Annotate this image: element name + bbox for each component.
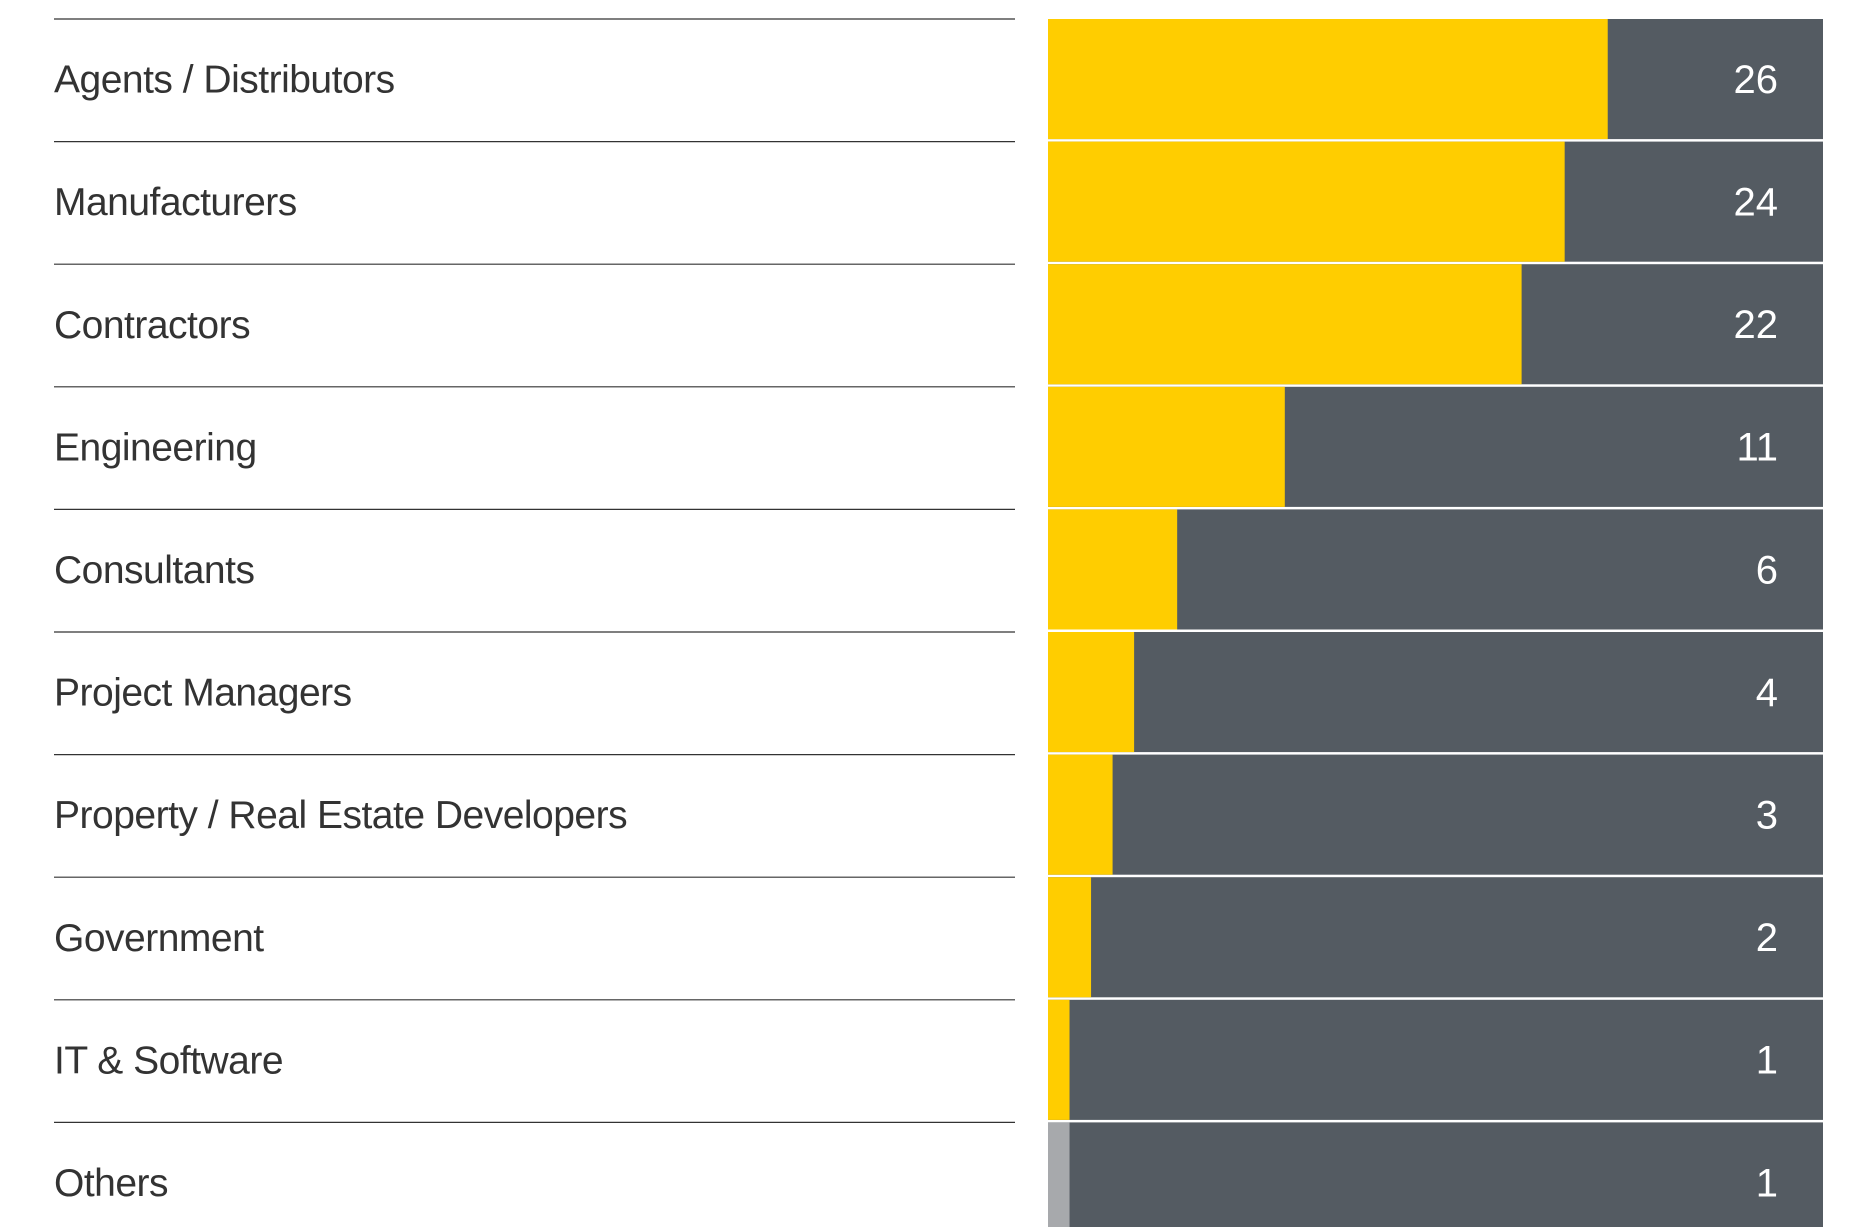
bar-track [1048,754,1823,875]
category-label: Engineering [54,426,257,469]
bar [1048,999,1070,1120]
bar-track [1048,632,1823,753]
value-label: 1 [1756,1039,1778,1083]
value-label: 6 [1756,548,1778,592]
value-label: 22 [1734,303,1779,347]
bar [1048,264,1522,385]
bar [1048,509,1178,630]
bar [1048,632,1135,753]
value-label: 4 [1756,671,1778,715]
value-label: 11 [1736,426,1778,470]
bar [1048,386,1285,507]
bar [1048,141,1565,262]
bar-track [1048,1122,1823,1227]
category-label: Project Managers [54,672,352,715]
bar-track [1048,877,1823,998]
bar [1048,1122,1070,1227]
category-label: Government [54,917,264,960]
category-label: IT & Software [54,1039,283,1082]
value-label: 3 [1756,793,1778,837]
category-label: Agents / Distributors [54,59,395,102]
value-label: 26 [1734,58,1779,102]
bar [1048,19,1608,140]
value-label: 2 [1756,916,1778,960]
bar-track [1048,999,1823,1120]
bar [1048,877,1092,998]
category-label: Property / Real Estate Developers [54,794,627,837]
bar [1048,754,1113,875]
category-label: Others [54,1162,168,1205]
value-label: 24 [1734,180,1779,224]
category-label: Manufacturers [54,181,297,224]
category-label: Consultants [54,549,254,592]
value-label: 1 [1756,1161,1778,1205]
category-label: Contractors [54,304,250,347]
